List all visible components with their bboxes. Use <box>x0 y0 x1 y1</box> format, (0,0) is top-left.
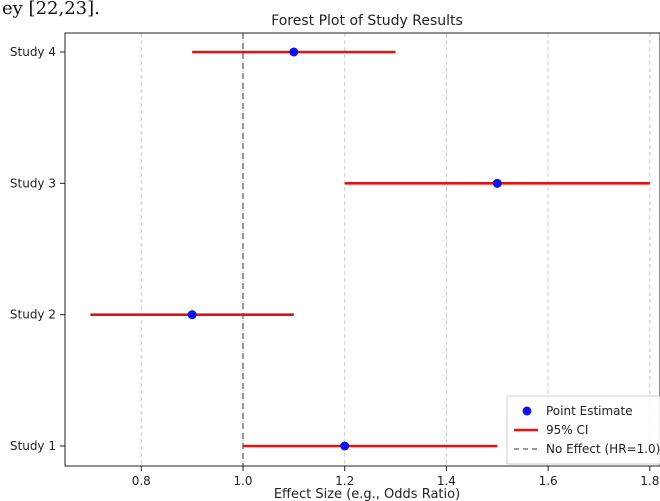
x-tick-label: 1.6 <box>539 474 558 488</box>
x-tick-label: 1.2 <box>335 474 354 488</box>
point-estimate-marker <box>340 441 350 451</box>
x-tick-label: 1.8 <box>640 474 659 488</box>
legend-ci-label: 95% CI <box>546 423 588 437</box>
legend-box <box>506 395 660 465</box>
point-estimate-marker <box>187 310 197 320</box>
page-fragment-text: ey [22,23]. <box>2 0 100 19</box>
y-tick-label: Study 4 <box>10 45 56 59</box>
x-tick-label: 1.4 <box>437 474 456 488</box>
x-tick-label: 1.0 <box>233 474 252 488</box>
x-axis-ticks: 0.8 1.0 1.2 1.4 1.6 1.8 <box>132 466 659 488</box>
x-axis-label: Effect Size (e.g., Odds Ratio) <box>274 487 460 501</box>
legend: Point Estimate 95% CI No Effect (HR=1.0) <box>506 395 660 465</box>
legend-point-estimate-label: Point Estimate <box>546 404 633 418</box>
y-tick-label: Study 3 <box>10 176 56 190</box>
y-axis-ticks: Study 1 Study 2 Study 3 Study 4 <box>10 45 65 453</box>
x-tick-label: 0.8 <box>132 474 151 488</box>
plot-frame <box>64 32 660 467</box>
legend-no-effect-label: No Effect (HR=1.0) <box>546 442 660 456</box>
y-tick-label: Study 1 <box>10 439 56 453</box>
point-estimate-marker <box>492 178 502 188</box>
ci-layer <box>90 50 650 448</box>
point-layer <box>187 47 502 451</box>
y-tick-label: Study 2 <box>10 308 56 322</box>
point-estimate-marker <box>289 47 299 57</box>
legend-point-marker <box>522 406 532 416</box>
chart-title: Forest Plot of Study Results <box>271 13 463 29</box>
